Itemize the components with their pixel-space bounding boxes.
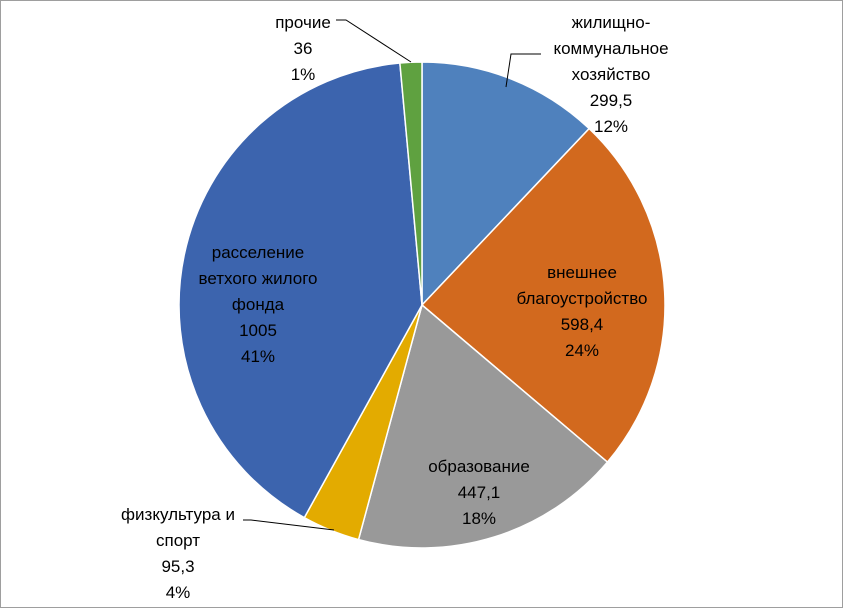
percent-label: 24% [565,341,599,360]
data-label-4: физкультура и спорт 95,3 4% [121,505,235,602]
data-label-2: внешнее благоустройство 598,4 24% [516,263,647,360]
category-name: внешнее [547,263,617,282]
data-labels: жилищно-коммунальное хозяйство 299,5 12% вне… [121,13,668,602]
leader-line-4 [243,519,335,531]
percent-label: 4% [166,583,191,602]
percent-label: 12% [594,117,628,136]
pie-slice-2 [420,127,666,464]
pie-slice-6 [399,61,423,306]
category-name: жилищно- [572,13,651,32]
category-name: ветхого жилого [199,269,318,288]
category-name: расселение [212,243,305,262]
data-label-1: жилищно-коммунальное хозяйство 299,5 12% [553,13,668,136]
value-label: 36 [294,39,313,58]
category-name: коммунальное [553,39,668,58]
pie-slice-1 [421,61,591,307]
category-name: спорт [156,531,200,550]
leader-line-1 [505,53,541,88]
category-name: хозяйство [572,65,651,84]
data-label-6: прочие 36 1% [275,13,331,84]
leader-line-6 [336,19,412,63]
leader-lines [243,19,541,531]
category-name: прочие [275,13,331,32]
category-name: физкультура и [121,505,235,524]
category-name: фонда [232,295,285,314]
percent-label: 41% [241,347,275,366]
value-label: 299,5 [590,91,633,110]
pie-slices [178,61,666,549]
pie-slice-3 [357,303,609,549]
percent-label: 18% [462,509,496,528]
value-label: 95,3 [161,557,194,576]
category-name: образование [428,457,530,476]
value-label: 447,1 [458,483,501,502]
category-name: благоустройство [516,289,647,308]
value-label: 598,4 [561,315,604,334]
pie-slice-5 [178,62,423,519]
value-label: 1005 [239,321,277,340]
data-label-5: расселение ветхого жилого фонда 1005 41% [199,243,318,366]
percent-label: 1% [291,65,316,84]
data-label-3: образование 447,1 18% [428,457,530,528]
